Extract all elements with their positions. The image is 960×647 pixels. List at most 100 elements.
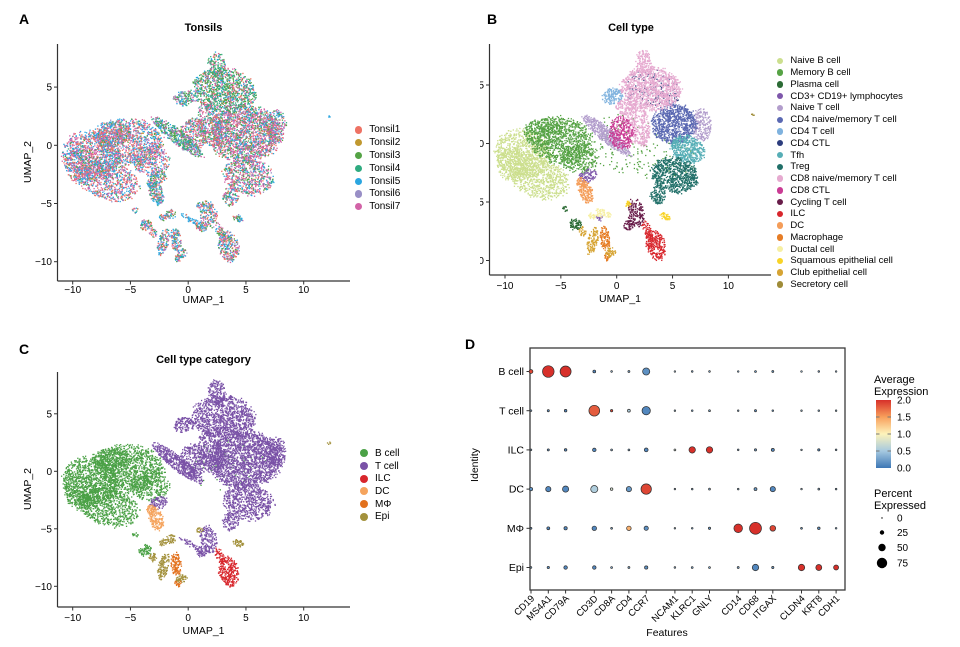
dotplot-dot [707, 526, 712, 530]
legend-item: CD4 CTL [777, 137, 903, 149]
panel-c-category-umap: Cell type category −10 −5 0 5 10 5 0 −5 −10 UMAP… [0, 330, 480, 647]
legend-label: MΦ [375, 498, 392, 510]
panel-letter-d: D [465, 336, 476, 352]
legend-item: Tonsil5 [355, 175, 400, 188]
dotplot-dot [627, 370, 631, 373]
dotplot-dot [834, 370, 838, 373]
y-tick-label: 0 [46, 141, 52, 152]
dotplot-dot [643, 447, 649, 453]
dotplot-dot [708, 566, 711, 569]
dotplot-dot [592, 565, 597, 570]
dotplot-dot [690, 409, 694, 412]
legend-swatch-icon [355, 139, 363, 147]
dotplot-dot [815, 564, 823, 571]
dotplot-dot [588, 404, 601, 417]
dotplot-dot [626, 525, 632, 531]
legend-label: Naive B cell [790, 55, 841, 67]
dotplot-dot [705, 446, 714, 454]
legend-item: Tonsil2 [355, 136, 400, 149]
dotplot-feature-label: CD14 [719, 593, 744, 618]
legend-swatch-icon [355, 177, 363, 185]
panel-a-title: Tonsils [184, 22, 223, 34]
panel-a-y-axis-label: UMAP_2 [22, 141, 34, 184]
dotplot-dot [609, 487, 614, 491]
legend-swatch-icon [777, 210, 784, 218]
legend-swatch-icon [360, 487, 368, 496]
dotplot-dot [771, 370, 775, 373]
legend-swatch-icon [360, 449, 368, 458]
dotplot-dot [834, 527, 838, 530]
legend-swatch-icon [777, 151, 784, 159]
dotplot-dot [834, 448, 838, 452]
dotplot-dot [770, 448, 775, 452]
legend-swatch-icon [360, 474, 368, 483]
legend-item: Squamous epithelial cell [777, 255, 903, 267]
legend-label: Tonsil6 [369, 188, 401, 200]
x-tick-label: 10 [298, 613, 310, 624]
dotplot-dot [627, 566, 631, 569]
dotplot-dot [736, 566, 740, 569]
legend-swatch-icon [355, 203, 363, 211]
dotplot-dot [834, 487, 838, 491]
legend-label: Tonsil1 [369, 124, 401, 136]
legend-swatch-icon [777, 116, 784, 123]
dotplot-dot [563, 448, 568, 452]
legend-swatch-icon [777, 234, 784, 241]
dotplot-dot [771, 409, 775, 412]
legend-item: ILC [777, 208, 903, 220]
dotplot-dot [563, 409, 568, 413]
y-tick-label: 5 [480, 81, 484, 92]
legend-item: Tonsil4 [355, 162, 400, 175]
dotplot-dot [545, 486, 552, 493]
dotplot-dot [690, 566, 694, 569]
dotplot-dot [644, 565, 649, 570]
legend-item: B cell [360, 447, 399, 460]
legend-item: Tonsil3 [355, 149, 400, 162]
legend-item: DC [360, 485, 399, 498]
legend-label: CD3+ CD19+ lymphocytes [790, 90, 903, 102]
legend-item: Tonsil7 [355, 200, 400, 213]
legend-swatch-icon [777, 175, 784, 182]
dotplot-feature-label: ITGAX [751, 593, 779, 621]
legend-label: Treg [790, 161, 810, 173]
dotplot-feature-label: CD4 [614, 593, 635, 614]
legend-item: Club epithelial cell [777, 267, 903, 279]
dotplot-dot [610, 370, 613, 373]
expression-tick-label: 0.5 [897, 447, 911, 458]
dotplot-dot [754, 448, 757, 452]
expression-tick-label: 0.0 [897, 464, 911, 475]
y-tick-label: 5 [46, 409, 52, 420]
percent-size-label: 50 [897, 543, 909, 554]
dotplot-dot [627, 408, 631, 413]
legend-item: Treg [777, 161, 903, 173]
panel-a-legend: Tonsil1 Tonsil2 Tonsil3 Tonsil4 Tonsil5 Tonsi… [355, 124, 400, 214]
dotplot-row-label: MΦ [507, 523, 524, 535]
legend-label: Squamous epithelial cell [790, 255, 893, 267]
dotplot-dot [749, 521, 762, 535]
panel-b-legend: Naive B cell Memory B cell Plasma cell CD3+… [777, 55, 903, 290]
x-tick-label: 0 [185, 613, 191, 624]
legend-swatch-icon [777, 198, 784, 206]
percent-size-label: 0 [897, 514, 903, 525]
dotplot-dot [592, 447, 597, 453]
legend-label: Memory B cell [790, 67, 851, 79]
legend-swatch-icon [777, 92, 784, 100]
expression-colorbar [876, 400, 891, 468]
dotplot-dot [542, 365, 555, 378]
legend-item: Cycling T cell [777, 196, 903, 208]
legend-swatch-icon [777, 281, 784, 288]
dotplot-dot [817, 448, 821, 452]
dotplot-dot [562, 485, 570, 493]
dotplot-dot [591, 525, 597, 531]
legend-label: Tonsil3 [369, 150, 401, 162]
legend-swatch-icon [355, 164, 363, 172]
dotplot-dot [834, 409, 838, 412]
legend-swatch-icon [360, 512, 368, 521]
legend-item: CD4 naive/memory T cell [777, 114, 903, 126]
dotplot-dot [546, 409, 550, 413]
dotplot-feature-label: KLRC1 [669, 593, 698, 622]
legend-item: ILC [360, 472, 399, 485]
umap-scatter-b [490, 42, 772, 276]
percent-size-label: 75 [897, 559, 909, 570]
panel-letter-b: B [487, 11, 498, 27]
